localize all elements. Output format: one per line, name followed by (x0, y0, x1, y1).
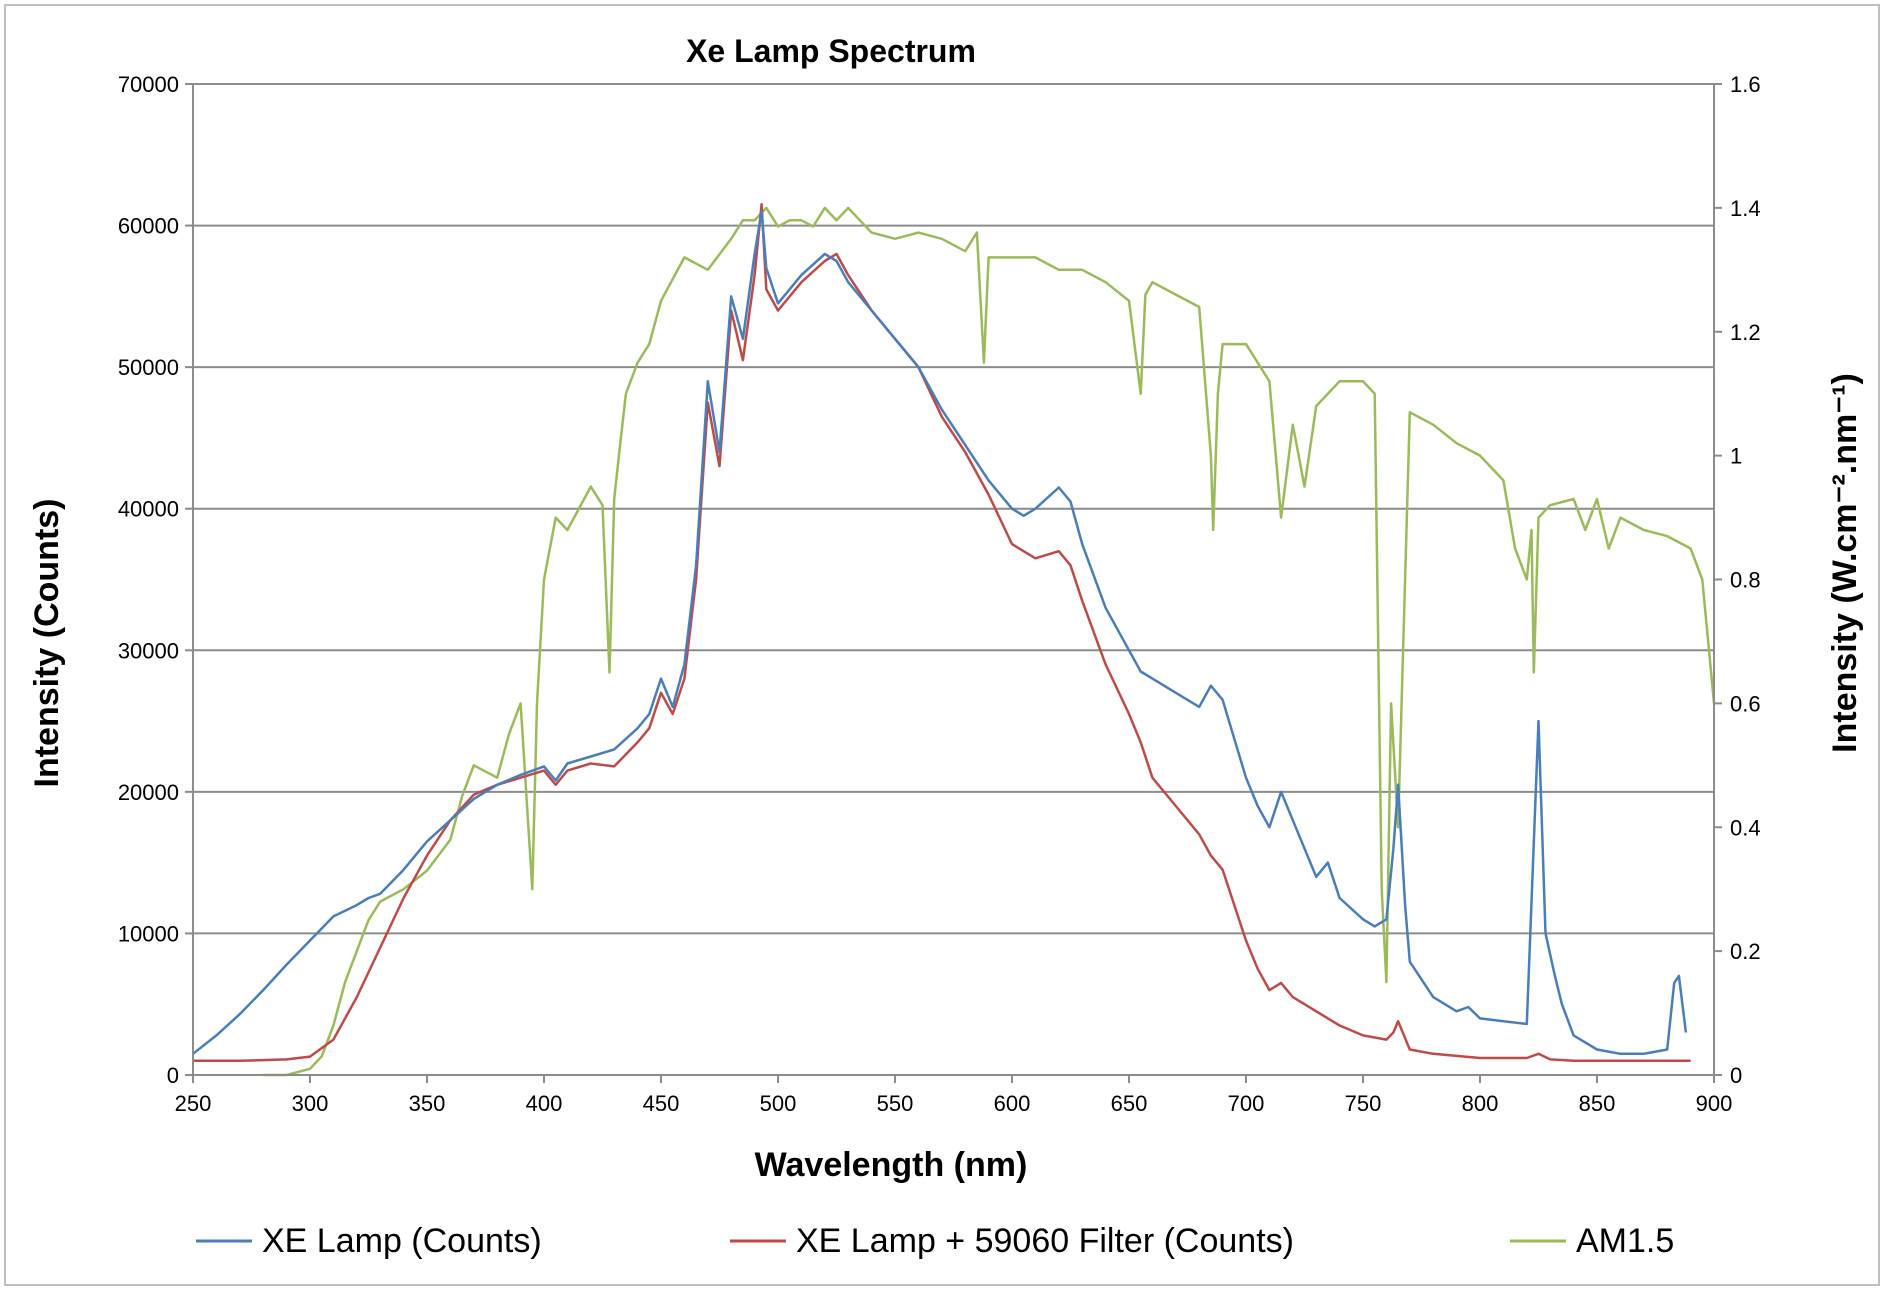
x-axis-title: Wavelength (nm) (755, 1146, 1028, 1184)
grid-layer (193, 83, 1714, 1076)
series-layer (192, 203, 1716, 1077)
y-right-tick-label-2: 0.4 (1730, 815, 1761, 840)
x-tick-label-11: 800 (1462, 1091, 1499, 1116)
legend-label-0: XE Lamp (Counts) (262, 1222, 542, 1260)
x-tick-label-8: 650 (1111, 1091, 1148, 1116)
x-tick-label-9: 700 (1228, 1091, 1265, 1116)
y-left-tick-label-1: 10000 (118, 921, 179, 946)
x-tick-label-2: 350 (409, 1091, 446, 1116)
series-line-0 (192, 210, 1688, 1056)
y-left-tick-label-6: 60000 (118, 214, 179, 239)
y-left-tick-label-2: 20000 (118, 780, 179, 805)
y-left-tick-label-7: 70000 (118, 72, 179, 97)
y-right-tick-label-0: 0 (1730, 1063, 1742, 1088)
y-right-tick-label-7: 1.4 (1730, 196, 1761, 221)
y-left-tick-label-5: 50000 (118, 355, 179, 380)
x-tick-label-12: 850 (1579, 1091, 1616, 1116)
y-right-tick-label-3: 0.6 (1730, 691, 1761, 716)
x-tick-label-7: 600 (994, 1091, 1031, 1116)
x-tick-label-5: 500 (760, 1091, 797, 1116)
series-line-2 (263, 206, 1716, 1077)
y-right-tick-label-5: 1 (1730, 444, 1742, 469)
y-axis-left-title: Intensity (Counts) (28, 499, 66, 788)
x-tick-label-1: 300 (292, 1091, 329, 1116)
y-left-tick-label-0: 0 (167, 1063, 179, 1088)
legend: XE Lamp (Counts) XE Lamp + 59060 Filter (… (196, 1222, 1674, 1260)
x-tick-label-0: 250 (175, 1091, 212, 1116)
y-right-tick-label-1: 0.2 (1730, 939, 1761, 964)
y-right-tick-label-4: 0.8 (1730, 568, 1761, 593)
chart-frame (4, 4, 1880, 1286)
legend-label-1: XE Lamp + 59060 Filter (Counts) (796, 1222, 1294, 1260)
y-right-tick-label-8: 1.6 (1730, 72, 1761, 97)
axes-layer: 0 10000 20000 30000 40000 50000 60000 70000 0 0.2… (118, 72, 1761, 1116)
legend-label-2: AM1.5 (1576, 1222, 1674, 1260)
series-line-1 (193, 203, 1691, 1063)
x-tick-label-3: 400 (526, 1091, 563, 1116)
y-left-tick-label-3: 30000 (118, 638, 179, 663)
x-tick-label-6: 550 (877, 1091, 914, 1116)
x-tick-label-4: 450 (643, 1091, 680, 1116)
y-right-tick-label-6: 1.2 (1730, 320, 1761, 345)
y-axis-right-title: Intensity (W.cm⁻².nm⁻¹) (1826, 373, 1864, 753)
chart-title: Xe Lamp Spectrum (686, 33, 976, 69)
x-tick-label-13: 900 (1696, 1091, 1733, 1116)
x-tick-label-10: 750 (1345, 1091, 1382, 1116)
y-left-tick-label-4: 40000 (118, 497, 179, 522)
